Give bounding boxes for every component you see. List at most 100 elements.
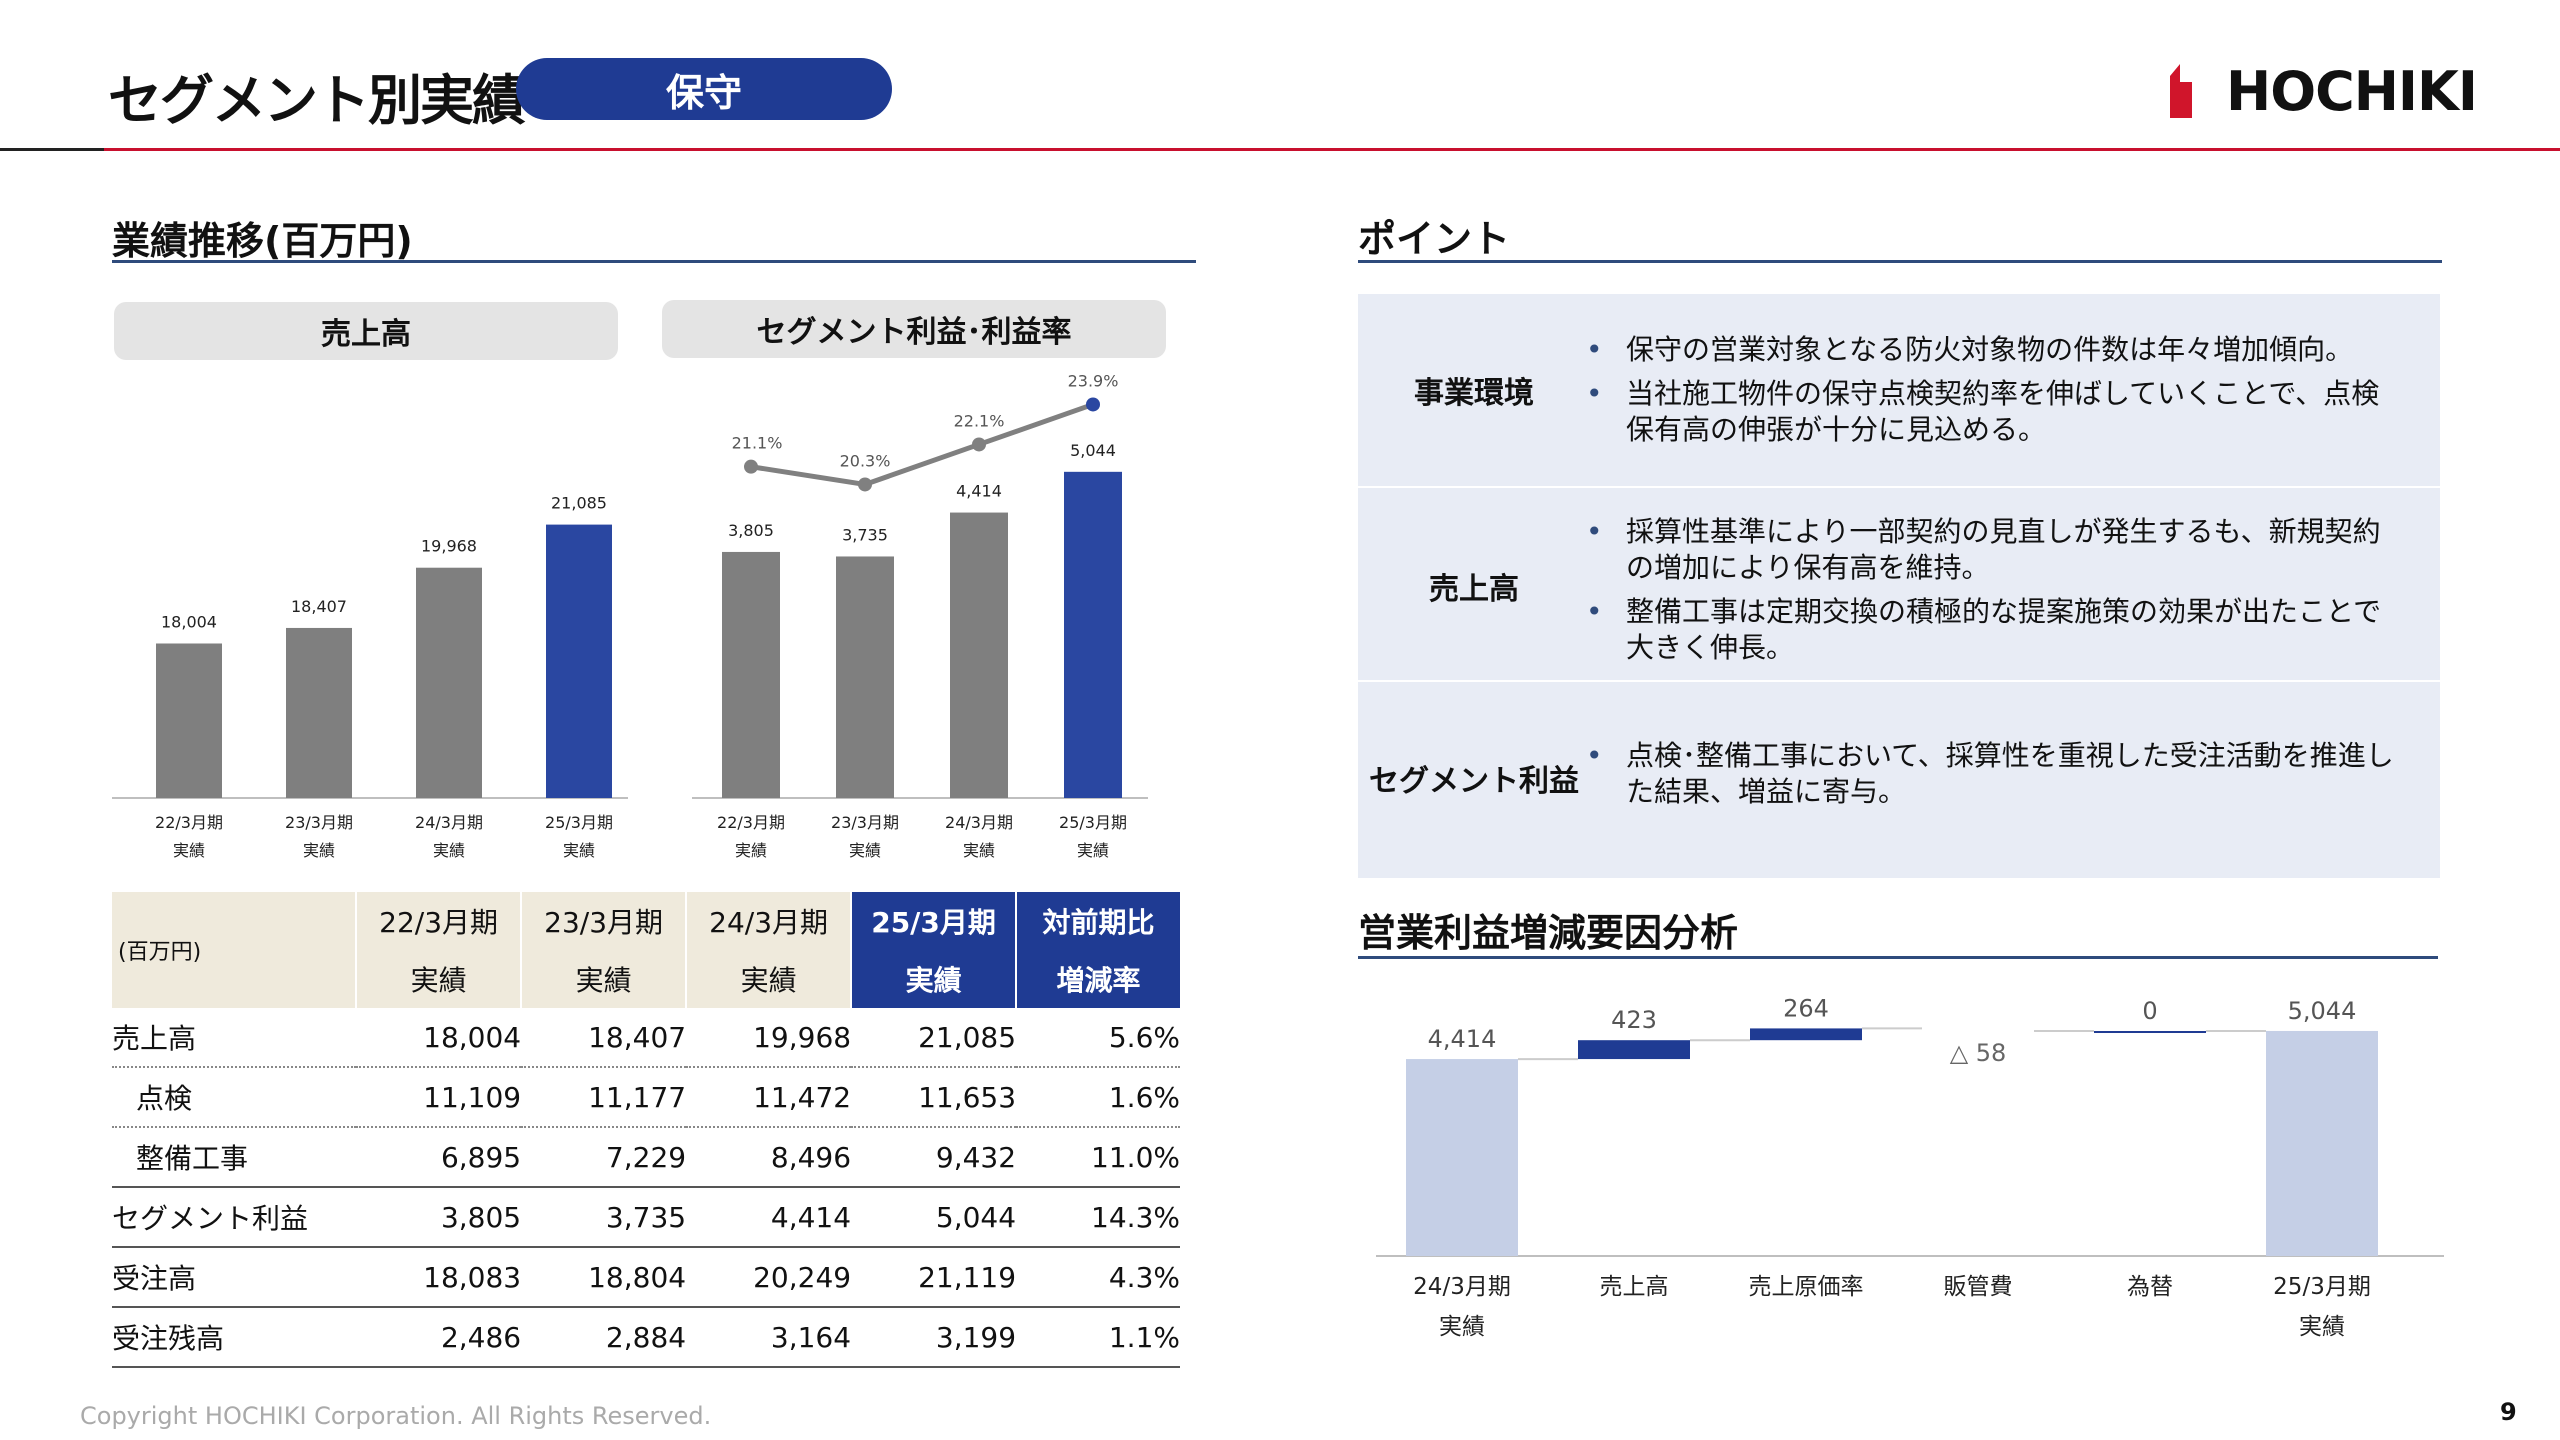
points-section-underline bbox=[1358, 260, 2442, 263]
copyright: Copyright HOCHIKI Corporation. All Right… bbox=[80, 1402, 712, 1430]
table-cell: 1.6% bbox=[1016, 1067, 1180, 1128]
table-cell: 4.3% bbox=[1016, 1247, 1180, 1308]
point-row-sales: 売上高 採算性基準により一部契約の見直しが発生するも、新規契約の増加により保有高… bbox=[1358, 488, 2440, 682]
segment-badge: 保守 bbox=[516, 58, 892, 120]
table-cell: 18,083 bbox=[356, 1247, 522, 1308]
table-cell: 18,407 bbox=[521, 1008, 687, 1068]
waterfall-bar bbox=[1578, 1040, 1690, 1060]
margin-data-label: 23.9% bbox=[1068, 371, 1119, 390]
point-bullets: 採算性基準により一部契約の見直しが発生するも、新規契約の増加により保有高を維持。… bbox=[1586, 514, 2406, 674]
col-subheader-yoy: 増減率 bbox=[1016, 950, 1180, 1008]
table-row: 受注高 18,083 18,804 20,249 21,119 4.3% bbox=[112, 1247, 1180, 1308]
table-cell: 11,472 bbox=[686, 1067, 852, 1128]
table-cell: 4,414 bbox=[686, 1187, 852, 1248]
sales-tick-label: 実績 bbox=[173, 841, 205, 860]
point-bullets: 保守の営業対象となる防火対象物の件数は年々増加傾向。 当社施工物件の保守点検契約… bbox=[1586, 332, 2406, 456]
table-row: セグメント利益 3,805 3,735 4,414 5,044 14.3% bbox=[112, 1187, 1180, 1248]
header-divider bbox=[0, 148, 2560, 151]
page-number: 9 bbox=[2500, 1398, 2517, 1426]
table-cell: 1.1% bbox=[1016, 1307, 1180, 1368]
table-cell: 21,085 bbox=[851, 1008, 1017, 1068]
profit-chart-header: セグメント利益･利益率 bbox=[662, 300, 1166, 358]
table-cell: 5.6% bbox=[1016, 1008, 1180, 1068]
col-header-fy25: 25/3月期 bbox=[851, 892, 1018, 950]
waterfall-bar bbox=[1750, 1028, 1862, 1041]
point-bullets: 点検･整備工事において、採算性を重視した受注活動を推進した結果、増益に寄与。 bbox=[1586, 738, 2406, 818]
point-bullet: 保守の営業対象となる防火対象物の件数は年々増加傾向。 bbox=[1586, 332, 2406, 368]
waterfall-data-label: 264 bbox=[1783, 994, 1829, 1022]
sales-tick-label: 実績 bbox=[433, 841, 465, 860]
profit-tick-label: 24/3月期 bbox=[945, 813, 1013, 832]
table-row: 売上高 18,004 18,407 19,968 21,085 5.6% bbox=[112, 1008, 1180, 1068]
waterfall-tick-label: 売上高 bbox=[1600, 1274, 1669, 1300]
profit-tick-label: 実績 bbox=[963, 841, 995, 860]
profit-data-label: 4,414 bbox=[956, 482, 1002, 501]
table-cell: 3,805 bbox=[356, 1187, 522, 1248]
profit-data-label: 3,735 bbox=[842, 525, 888, 544]
sales-data-label: 19,968 bbox=[421, 537, 477, 556]
waterfall-tick-label: 販管費 bbox=[1944, 1274, 2013, 1300]
profit-bar bbox=[836, 556, 894, 798]
margin-data-label: 21.1% bbox=[732, 434, 783, 453]
table-cell: 6,895 bbox=[356, 1127, 522, 1188]
margin-point bbox=[1086, 397, 1100, 412]
waterfall-section-underline bbox=[1358, 956, 2438, 959]
profit-tick-label: 22/3月期 bbox=[717, 813, 785, 832]
waterfall-data-label: 5,044 bbox=[2288, 997, 2357, 1025]
table-cell: 8,496 bbox=[686, 1127, 852, 1188]
page-title: セグメント別実績 bbox=[108, 69, 526, 132]
col-header-yoy: 対前期比 bbox=[1016, 892, 1180, 950]
col-header-fy22: 22/3月期 bbox=[356, 892, 523, 950]
table-cell: 20,249 bbox=[686, 1247, 852, 1308]
col-subheader-fy23: 実績 bbox=[521, 950, 688, 1008]
waterfall-tick-label: 24/3月期 bbox=[1413, 1274, 1511, 1300]
sales-bar bbox=[156, 643, 222, 798]
performance-section-title: 業績推移(百万円) bbox=[112, 219, 413, 263]
row-label: 受注高 bbox=[112, 1247, 357, 1308]
logo-wordmark: HOCHIKI bbox=[2226, 60, 2478, 123]
profit-tick-label: 実績 bbox=[735, 841, 767, 860]
point-row-environment: 事業環境 保守の営業対象となる防火対象物の件数は年々増加傾向。 当社施工物件の保… bbox=[1358, 294, 2440, 488]
sales-bar bbox=[546, 524, 612, 798]
point-label: 事業環境 bbox=[1414, 376, 1534, 411]
waterfall-data-label: 4,414 bbox=[1428, 1025, 1497, 1053]
profit-data-label: 3,805 bbox=[728, 521, 774, 540]
table-unit-header: (百万円) bbox=[112, 892, 358, 1008]
profit-tick-label: 実績 bbox=[849, 841, 881, 860]
table-cell: 14.3% bbox=[1016, 1187, 1180, 1248]
profit-bar bbox=[1064, 471, 1122, 798]
table-cell: 11,653 bbox=[851, 1067, 1017, 1128]
col-header-fy24: 24/3月期 bbox=[686, 892, 853, 950]
point-bullet: 点検･整備工事において、採算性を重視した受注活動を推進した結果、増益に寄与。 bbox=[1586, 738, 2406, 810]
table-row: 整備工事 6,895 7,229 8,496 9,432 11.0% bbox=[112, 1127, 1180, 1188]
point-label: セグメント利益 bbox=[1369, 764, 1579, 799]
point-label: 売上高 bbox=[1429, 572, 1519, 607]
waterfall-bar bbox=[1406, 1059, 1518, 1256]
row-label: 点検 bbox=[112, 1067, 357, 1128]
waterfall-tick-label: 為替 bbox=[2127, 1274, 2173, 1300]
table-cell: 11,109 bbox=[356, 1067, 522, 1128]
margin-line bbox=[750, 402, 1094, 488]
profit-bar bbox=[722, 551, 780, 798]
waterfall-bar bbox=[2266, 1030, 2378, 1256]
table-cell: 21,119 bbox=[851, 1247, 1017, 1308]
waterfall-tick-label: 実績 bbox=[1439, 1314, 1485, 1340]
table-cell: 2,884 bbox=[521, 1307, 687, 1368]
table-cell: 5,044 bbox=[851, 1187, 1017, 1248]
sales-bar bbox=[416, 567, 482, 798]
performance-table: (百万円) 22/3月期 23/3月期 24/3月期 25/3月期 対前期比 実… bbox=[112, 892, 1180, 1368]
margin-data-label: 20.3% bbox=[840, 451, 891, 470]
table-row: 点検 11,109 11,177 11,472 11,653 1.6% bbox=[112, 1067, 1180, 1128]
profit-tick-label: 23/3月期 bbox=[831, 813, 899, 832]
profit-tick-label: 実績 bbox=[1077, 841, 1109, 860]
point-row-profit: セグメント利益 点検･整備工事において、採算性を重視した受注活動を推進した結果、… bbox=[1358, 682, 2440, 878]
point-bullet: 当社施工物件の保守点検契約率を伸ばしていくことで、点検保有高の伸張が十分に見込め… bbox=[1586, 376, 2406, 448]
sales-data-label: 21,085 bbox=[551, 494, 607, 513]
hochiki-logo-mark bbox=[2170, 64, 2192, 118]
sales-data-label: 18,004 bbox=[161, 612, 217, 631]
table-cell: 11.0% bbox=[1016, 1127, 1180, 1188]
table-cell: 19,968 bbox=[686, 1008, 852, 1068]
